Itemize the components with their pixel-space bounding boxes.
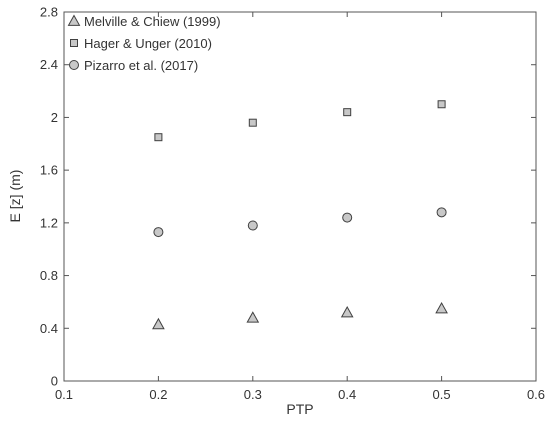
y-axis-label: E [z] (m) bbox=[7, 170, 23, 223]
legend-label-melville: Melville & Chiew (1999) bbox=[84, 14, 221, 29]
y-tick-label: 0.8 bbox=[40, 268, 58, 283]
data-point-square bbox=[437, 100, 446, 109]
data-point-square bbox=[343, 108, 352, 117]
y-tick-label: 0 bbox=[51, 374, 58, 389]
x-tick-label: 0.1 bbox=[55, 387, 73, 402]
data-point-square bbox=[154, 133, 163, 142]
data-points bbox=[152, 100, 448, 330]
legend-marker-triangle bbox=[67, 14, 81, 26]
x-tick-label: 0.2 bbox=[149, 387, 167, 402]
data-point-circle bbox=[342, 212, 353, 223]
data-point-square bbox=[248, 118, 257, 127]
y-tick-label: 2.8 bbox=[40, 5, 58, 20]
data-point-circle bbox=[436, 207, 447, 218]
y-tick-label: 0.4 bbox=[40, 321, 58, 336]
x-tick-label: 0.4 bbox=[338, 387, 356, 402]
data-point-triangle bbox=[152, 317, 165, 330]
legend-item-pizarro: Pizarro et al. (2017) bbox=[69, 58, 198, 73]
y-tick-label: 1.6 bbox=[40, 163, 58, 178]
legend-label-pizarro: Pizarro et al. (2017) bbox=[84, 58, 198, 73]
data-point-triangle bbox=[340, 305, 354, 318]
x-axis-label: PTP bbox=[286, 401, 313, 417]
data-point-circle bbox=[153, 227, 164, 238]
x-tick-label: 0.3 bbox=[244, 387, 262, 402]
y-tick-label: 2.4 bbox=[40, 57, 58, 72]
y-tick-label: 1.2 bbox=[40, 215, 58, 230]
legend-marker-shape bbox=[69, 60, 79, 70]
y-axis: 0 0.4 0.8 1.2 1.6 2 2.4 2.8 bbox=[40, 5, 536, 389]
legend: Melville & Chiew (1999) Hager & Unger (2… bbox=[67, 14, 221, 73]
plot-frame bbox=[63, 11, 537, 382]
legend-item-hager: Hager & Unger (2010) bbox=[70, 36, 212, 51]
legend-marker-circle bbox=[69, 60, 79, 70]
data-point-circle bbox=[247, 220, 258, 231]
x-tick-label: 0.6 bbox=[527, 387, 545, 402]
legend-item-melville: Melville & Chiew (1999) bbox=[67, 14, 221, 29]
legend-marker-square bbox=[70, 39, 78, 47]
legend-label-hager: Hager & Unger (2010) bbox=[84, 36, 212, 51]
y-tick-label: 2 bbox=[51, 110, 58, 125]
legend-marker-shape bbox=[67, 14, 81, 26]
data-point-triangle bbox=[246, 311, 260, 323]
x-axis: 0.1 0.2 0.3 0.4 0.5 0.6 bbox=[55, 12, 545, 402]
x-tick-label: 0.5 bbox=[433, 387, 451, 402]
legend-marker-shape bbox=[70, 39, 78, 47]
data-point-triangle bbox=[435, 301, 448, 314]
